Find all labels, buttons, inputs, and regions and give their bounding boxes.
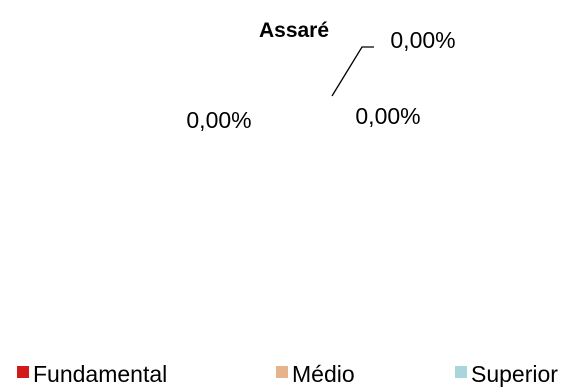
data-label-fundamental: 0,00%	[186, 107, 251, 133]
legend-label-fundamental: Fundamental	[33, 361, 167, 387]
legend: Fundamental Médio Superior	[17, 361, 558, 387]
leader-line-superior	[331, 46, 374, 97]
legend-label-superior: Superior	[471, 361, 558, 387]
legend-swatch-fundamental	[17, 366, 29, 378]
data-label-superior: 0,00%	[390, 27, 455, 53]
chart-title: Assaré	[259, 19, 329, 42]
legend-swatch-superior	[455, 366, 467, 378]
legend-label-medio: Médio	[292, 361, 355, 387]
data-label-medio: 0,00%	[355, 103, 420, 129]
legend-swatch-medio	[276, 366, 288, 378]
